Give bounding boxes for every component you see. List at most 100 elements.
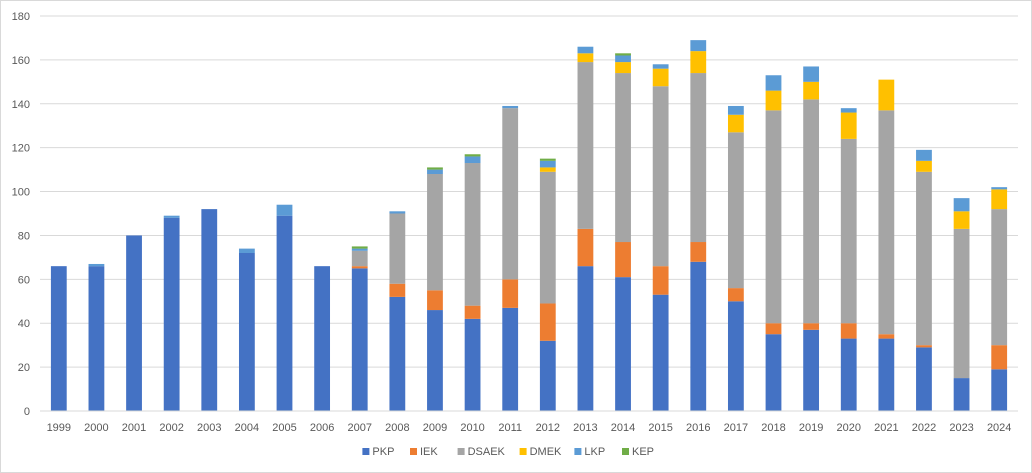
bar-segment-lkp-2000 <box>88 263 105 267</box>
bar-segment-dsaek-2012 <box>539 171 556 304</box>
x-tick-label: 2021 <box>874 422 898 434</box>
x-tick-label: 2016 <box>686 422 710 434</box>
bar-segment-dsaek-2015 <box>652 86 669 267</box>
bar-segment-iek-2014 <box>615 242 631 278</box>
x-tick-label: 1999 <box>47 422 71 434</box>
x-tick-label: 2012 <box>536 422 560 434</box>
bar-segment-dmek-2022 <box>916 160 932 172</box>
y-tick-label: 0 <box>24 406 30 418</box>
x-tick-label: 2009 <box>423 422 447 434</box>
bar-segment-dsaek-2013 <box>577 62 594 229</box>
bar-segment-dmek-2024 <box>991 189 1008 210</box>
bar-segment-lkp-2023 <box>953 198 970 212</box>
bar-segment-pkp-2010 <box>464 318 481 411</box>
bar-segment-pkp-2011 <box>502 307 519 411</box>
bar-segment-dsaek-2024 <box>991 209 1008 346</box>
bar-segment-iek-2011 <box>502 279 519 308</box>
bar-segment-dsaek-2021 <box>878 110 895 335</box>
bar-segment-iek-2024 <box>991 345 1008 370</box>
x-tick-label: 2010 <box>460 422 484 434</box>
bar-segment-kep-2010 <box>464 154 481 157</box>
legend-swatch-dmek <box>519 448 527 455</box>
bar-segment-pkp-2022 <box>916 347 932 411</box>
y-tick-label: 160 <box>12 55 30 67</box>
bar-segment-dmek-2017 <box>727 114 744 133</box>
gridlines <box>40 15 1018 412</box>
bar-segment-lkp-2010 <box>464 156 481 164</box>
bar-segment-lkp-2020 <box>840 108 857 113</box>
bar-segment-pkp-2003 <box>201 209 218 411</box>
y-tick-label: 80 <box>18 230 30 242</box>
y-tick-label: 120 <box>12 143 30 155</box>
bar-segment-iek-2007 <box>351 266 368 269</box>
legend-label-dsaek: DSAEK <box>468 446 506 458</box>
bar-segment-lkp-2013 <box>577 46 594 54</box>
bar-segment-lkp-2011 <box>502 105 519 109</box>
bar-segment-kep-2009 <box>427 167 443 170</box>
x-axis: 1999 2000 2001 2002 2003 2004 2005 2006 2007 2008… <box>40 410 1018 434</box>
bar-segment-iek-2009 <box>427 290 443 311</box>
legend: PKP IEK DSAEK DMEK LKP KEP <box>362 446 654 458</box>
legend-label-iek: IEK <box>420 446 438 458</box>
bar-segment-lkp-2012 <box>539 160 556 168</box>
y-tick-label: 140 <box>12 99 30 111</box>
bar-segment-pkp-2017 <box>727 301 744 411</box>
bar-segment-pkp-2021 <box>878 338 895 411</box>
bar-segment-pkp-2005 <box>276 215 293 411</box>
bar-segment-lkp-2018 <box>765 75 782 91</box>
bar-segment-iek-2020 <box>840 323 857 339</box>
x-tick-label: 2014 <box>611 422 635 434</box>
x-tick-label: 2022 <box>912 422 936 434</box>
bar-segment-iek-2021 <box>878 334 895 339</box>
x-tick-label: 2004 <box>235 422 259 434</box>
x-tick-label: 2018 <box>761 422 785 434</box>
x-tick-label: 2002 <box>159 422 183 434</box>
bar-segment-iek-2018 <box>765 323 782 335</box>
bars <box>50 40 1008 411</box>
bar-segment-lkp-2019 <box>803 66 820 82</box>
bar-segment-lkp-2024 <box>991 187 1008 190</box>
x-tick-label: 2001 <box>122 422 146 434</box>
y-axis: 0 20 40 60 80 100 120 140 160 180 <box>12 11 30 418</box>
x-tick-label: 2024 <box>987 422 1011 434</box>
bar-segment-dsaek-2008 <box>389 213 406 284</box>
bar-segment-iek-2022 <box>916 345 932 348</box>
bar-segment-iek-2019 <box>803 323 820 330</box>
bar-segment-kep-2014 <box>615 53 631 56</box>
bar-segment-iek-2012 <box>539 303 556 341</box>
y-tick-label: 40 <box>18 318 30 330</box>
y-tick-label: 100 <box>12 187 30 199</box>
bar-segment-iek-2017 <box>727 288 744 302</box>
bar-segment-pkp-2006 <box>314 266 331 411</box>
x-tick-label: 2000 <box>84 422 108 434</box>
bar-segment-dsaek-2009 <box>427 174 443 291</box>
bar-segment-lkp-2002 <box>163 215 180 218</box>
y-tick-label: 60 <box>18 274 30 286</box>
bar-segment-dsaek-2023 <box>953 228 970 379</box>
bar-segment-lkp-2022 <box>916 149 932 161</box>
bar-segment-pkp-2013 <box>577 266 594 411</box>
x-tick-label: 2005 <box>272 422 296 434</box>
bar-segment-dsaek-2019 <box>803 99 820 324</box>
y-tick-label: 180 <box>12 11 30 23</box>
bar-segment-pkp-2000 <box>88 266 105 411</box>
legend-swatch-kep <box>622 448 629 455</box>
bar-segment-lkp-2014 <box>615 55 631 63</box>
bar-segment-pkp-2023 <box>953 378 970 411</box>
bar-segment-dmek-2013 <box>577 53 594 63</box>
bar-segment-pkp-2002 <box>163 217 180 411</box>
y-tick-label: 20 <box>18 362 30 374</box>
bar-segment-kep-2007 <box>351 246 368 249</box>
bar-segment-iek-2013 <box>577 228 594 267</box>
legend-label-kep: KEP <box>632 446 654 458</box>
bar-segment-pkp-2007 <box>351 268 368 411</box>
legend-swatch-pkp <box>362 448 370 455</box>
bar-segment-pkp-2004 <box>238 253 255 411</box>
bar-segment-lkp-2016 <box>690 40 707 52</box>
legend-label-pkp: PKP <box>372 446 394 458</box>
x-tick-label: 2011 <box>498 422 522 434</box>
bar-segment-lkp-2005 <box>276 204 293 216</box>
bar-segment-iek-2010 <box>464 305 481 319</box>
bar-segment-iek-2016 <box>690 242 707 262</box>
bar-segment-iek-2008 <box>389 283 406 297</box>
